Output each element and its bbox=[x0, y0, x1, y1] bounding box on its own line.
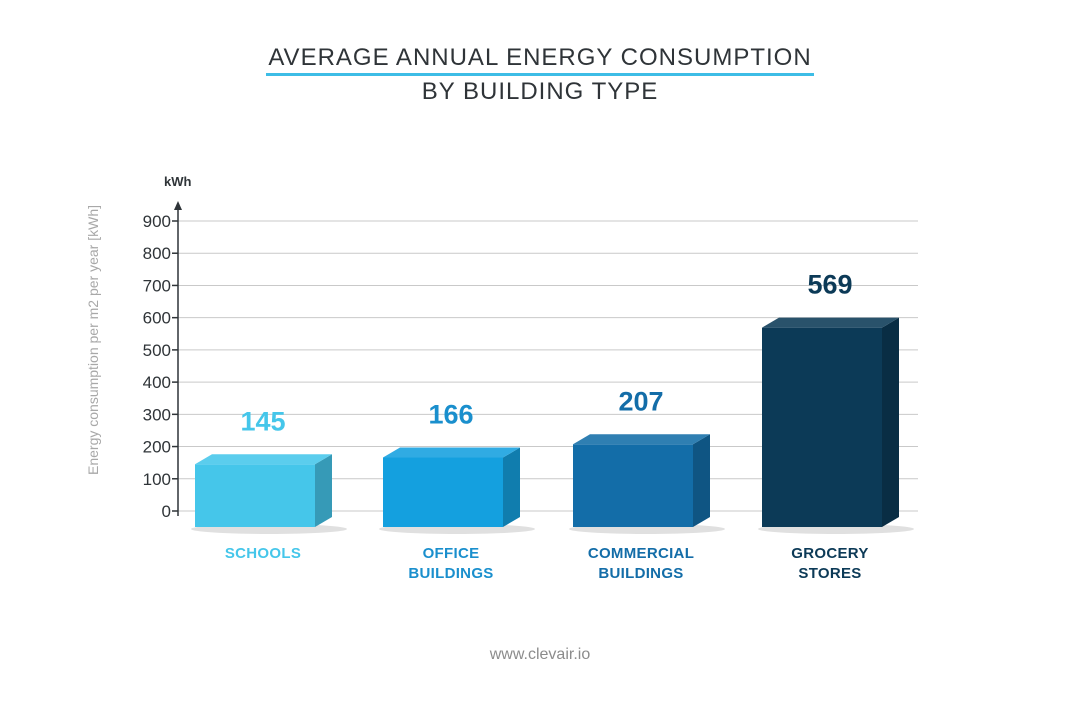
data-label: 207 bbox=[618, 386, 663, 416]
title-line-1: AVERAGE ANNUAL ENERGY CONSUMPTION bbox=[266, 44, 814, 76]
chart-title: AVERAGE ANNUAL ENERGY CONSUMPTION BY BUI… bbox=[0, 44, 1080, 107]
category-label-line: GROCERY bbox=[791, 545, 868, 562]
category-label: OFFICE BUILDINGS bbox=[408, 545, 493, 582]
bar-front bbox=[762, 327, 882, 527]
bar-side bbox=[315, 454, 332, 527]
bar-front bbox=[383, 457, 503, 527]
y-axis-unit: kWh bbox=[164, 174, 192, 189]
y-tick-label: 700 bbox=[143, 276, 171, 295]
bar-side bbox=[693, 434, 710, 527]
bar-side bbox=[882, 317, 899, 527]
bars bbox=[191, 317, 914, 534]
footer-url: www.clevair.io bbox=[489, 646, 591, 663]
y-axis-arrow bbox=[174, 201, 182, 210]
category-label-line: STORES bbox=[798, 565, 861, 582]
data-label: 569 bbox=[807, 270, 852, 300]
bar-top bbox=[195, 454, 332, 465]
data-label: 166 bbox=[428, 400, 473, 430]
category-label: GROCERY STORES bbox=[791, 545, 868, 582]
bar-side bbox=[503, 447, 520, 527]
y-tick-label: 400 bbox=[143, 373, 171, 392]
y-tick-label: 600 bbox=[143, 309, 171, 328]
category-label-line: COMMERCIAL bbox=[588, 545, 694, 562]
y-tick-label: 200 bbox=[143, 438, 171, 457]
bar-front bbox=[573, 444, 693, 527]
category-label: SCHOOLS bbox=[225, 545, 301, 562]
bar-front bbox=[195, 464, 315, 527]
bar bbox=[758, 317, 914, 534]
y-axis-label: Energy consumption per m2 per year [kWh] bbox=[85, 205, 101, 475]
category-label-line: SCHOOLS bbox=[225, 545, 301, 562]
value-labels: 145 166 207 569 bbox=[240, 270, 852, 437]
bar-top bbox=[573, 434, 710, 445]
category-labels: SCHOOLS OFFICE BUILDINGS COMMERCIAL BUILDING… bbox=[225, 545, 869, 582]
bar-top bbox=[383, 447, 520, 458]
data-label: 145 bbox=[240, 406, 285, 436]
bar bbox=[379, 447, 535, 534]
y-tick-label: 0 bbox=[162, 502, 171, 521]
bar bbox=[191, 454, 347, 534]
y-tick-label: 500 bbox=[143, 341, 171, 360]
category-label-line: BUILDINGS bbox=[598, 565, 683, 582]
y-tick-labels: 0 100 200 300 400 500 600 700 800 900 bbox=[143, 212, 171, 521]
title-line-2: BY BUILDING TYPE bbox=[421, 78, 659, 105]
y-tick-label: 100 bbox=[143, 470, 171, 489]
y-tick-label: 900 bbox=[143, 212, 171, 231]
bar-top bbox=[762, 317, 899, 328]
category-label-line: OFFICE bbox=[423, 545, 480, 562]
y-axis bbox=[174, 201, 182, 516]
bar bbox=[569, 434, 725, 534]
y-tick-label: 800 bbox=[143, 244, 171, 263]
category-label: COMMERCIAL BUILDINGS bbox=[588, 545, 694, 582]
category-label-line: BUILDINGS bbox=[408, 565, 493, 582]
y-tick-label: 300 bbox=[143, 405, 171, 424]
